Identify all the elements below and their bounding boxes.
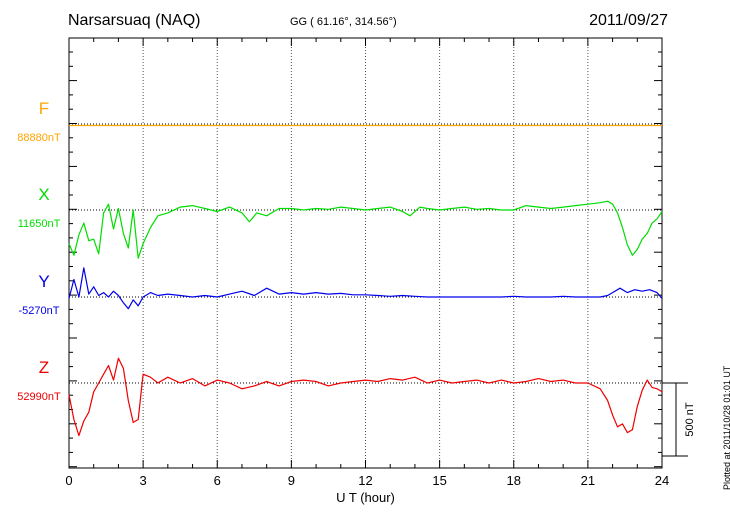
x-tick-label: 3 [140,473,147,488]
series-baseline-z: 52990nT [17,391,61,403]
series-letter-y: Y [38,272,49,291]
x-tick-label: 15 [432,473,446,488]
scale-bar-label: 500 nT [684,402,696,437]
series-line-y [68,267,663,310]
series-letter-f: F [39,99,49,118]
series-line-x [68,200,663,259]
series-baseline-x: 11650nT [18,218,61,230]
series-line-z [68,357,663,437]
station-coordinates: GG ( 61.16°, 314.56°) [290,16,397,28]
x-tick-label: 0 [65,473,72,488]
station-title: Narsarsuaq (NAQ) [68,12,201,29]
x-tick-label: 6 [214,473,221,488]
series-baseline-f: 88880nT [17,132,61,144]
plot-date: 2011/09/27 [589,12,668,29]
x-tick-label: 21 [581,473,595,488]
x-axis-label: U T (hour) [336,490,395,505]
x-tick-label: 24 [655,473,669,488]
plot-frame [68,37,663,469]
x-tick-label: 9 [288,473,295,488]
series-baseline-y: -5270nT [19,305,60,317]
series-letter-z: Z [39,358,49,377]
x-tick-label: 18 [507,473,521,488]
x-tick-label: 12 [358,473,372,488]
series-letter-x: X [38,185,49,204]
